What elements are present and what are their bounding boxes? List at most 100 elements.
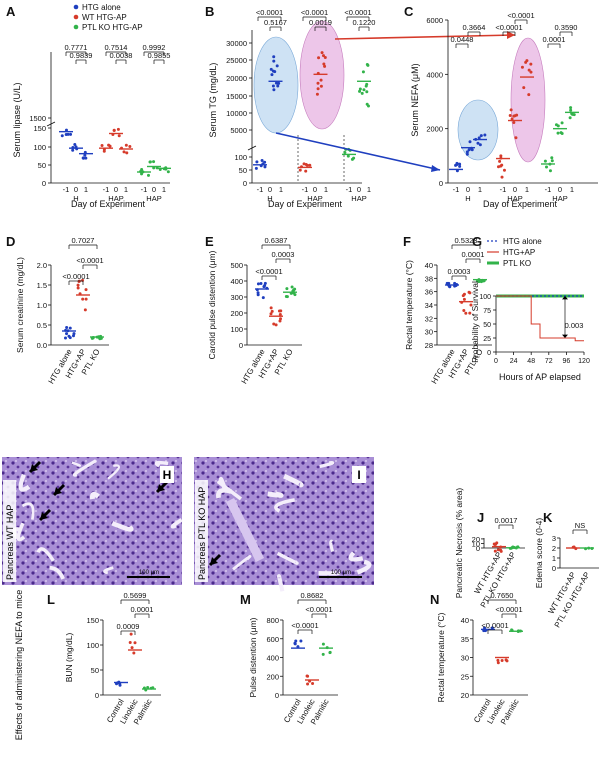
pvalue-bracket-label: 0.0019 (309, 18, 332, 27)
y-tick-label: 10000 (226, 109, 247, 118)
legend-marker (73, 14, 79, 20)
group-label: HAP (307, 194, 322, 203)
data-point (263, 281, 267, 285)
pvalue-bracket-label: 0.9855 (148, 51, 171, 60)
y-axis-label: Probability of Survival (470, 281, 480, 363)
arrowhead (562, 296, 568, 300)
data-point (360, 91, 364, 95)
pvalue-bracket-label: 0.5699 (124, 591, 147, 600)
x-axis-label: Day of Experiment (483, 199, 558, 209)
tissue-islet (225, 497, 265, 563)
legend-label: PTL KO HTG-AP (82, 23, 143, 32)
data-point (129, 632, 133, 636)
data-point (478, 143, 482, 147)
pvalue-bracket-label: <0.0001 (507, 11, 534, 20)
y-tick-label: 36 (425, 288, 433, 297)
data-point (152, 160, 156, 164)
group-label: HAP (146, 194, 161, 203)
y-tick-label: 50 (483, 322, 491, 329)
panel-letter-box (352, 466, 366, 483)
y-axis-label: BUN (mg/dL) (64, 633, 74, 683)
data-point (277, 81, 281, 85)
pvalue-label: 0.003 (565, 321, 584, 330)
panel-letter-e: E (205, 234, 214, 249)
x-tick-label: 1 (525, 185, 529, 194)
data-point (500, 659, 504, 663)
data-point (255, 160, 259, 164)
pvalue-bracket-label: <0.0001 (301, 8, 328, 17)
pvalue-bracket-label: 0.7650 (491, 591, 514, 600)
data-point (272, 59, 276, 63)
data-point (306, 682, 310, 686)
image-label: Pancreas WT HAP (5, 505, 15, 580)
panel-letter-a: A (6, 4, 16, 19)
y-tick-label: 600 (266, 635, 279, 644)
data-point (76, 283, 80, 287)
pvalue-bracket-label: 0.8682 (301, 591, 324, 600)
data-point (476, 141, 480, 145)
y-tick-label: 5000 (230, 126, 247, 135)
pvalue-bracket-label: 0.0038 (110, 51, 133, 60)
data-point (568, 116, 572, 120)
y-tick-label: 1500 (29, 114, 46, 123)
x-tick-label: 0 (268, 185, 272, 194)
tissue-duct (348, 551, 364, 562)
y-tick-label: 2000 (426, 125, 443, 134)
tissue-duct (216, 487, 232, 499)
data-point (465, 152, 469, 156)
data-point (294, 639, 298, 643)
x-axis-label: Day of Experiment (268, 199, 343, 209)
data-point (477, 280, 481, 284)
data-point (72, 332, 76, 336)
data-point (572, 113, 576, 117)
data-point (479, 134, 483, 138)
x-tick-label: 24 (510, 358, 518, 365)
data-point (107, 143, 111, 147)
data-point (543, 159, 547, 163)
data-point (323, 64, 327, 68)
data-point (490, 626, 494, 630)
data-point (319, 78, 323, 82)
y-tick-label: 50 (239, 166, 247, 175)
legend-label: WT HTG-AP (82, 13, 127, 22)
data-point (361, 70, 365, 74)
y-axis-label: Serum creatinine (mg/dL) (15, 257, 25, 353)
y-tick-label: 50 (38, 161, 46, 170)
pvalue-bracket-label: <0.0001 (255, 267, 282, 276)
data-point (271, 84, 275, 88)
label-box (3, 480, 16, 582)
y-tick-label: 200 (230, 309, 243, 318)
y-tick-label: 10 (472, 539, 480, 548)
y-tick-label: 3 (552, 534, 556, 543)
y-tick-label: 28 (425, 341, 433, 350)
data-point (128, 640, 132, 644)
tissue-background (2, 457, 182, 585)
legend-marker (73, 4, 79, 10)
pvalue-bracket-label: 0.0017 (495, 516, 518, 525)
y-tick-label: 32 (425, 314, 433, 323)
y-tick-label: 2 (552, 544, 556, 553)
panel-letter-box (160, 466, 174, 483)
pvalue-bracket-label: 0.5323 (455, 236, 478, 245)
data-point (285, 295, 289, 299)
data-point (262, 285, 266, 289)
axis-break (46, 121, 56, 127)
data-point (468, 291, 472, 295)
data-point (548, 169, 552, 173)
data-point (254, 166, 258, 170)
scale-bar-label: 100 μm (139, 570, 159, 576)
data-point (272, 322, 276, 326)
data-point (483, 133, 487, 137)
data-point (515, 113, 519, 117)
pvalue-bracket-label: <0.0001 (495, 23, 522, 32)
tissue-duct (36, 547, 55, 562)
pvalue-bracket-label: 0.5167 (264, 18, 287, 27)
y-tick-label: 1.0 (37, 301, 47, 310)
tissue-duct (283, 473, 304, 488)
y-tick-label: 300 (230, 293, 243, 302)
data-point (453, 281, 457, 285)
y-tick-label: 0 (243, 179, 247, 188)
data-point (68, 326, 72, 330)
